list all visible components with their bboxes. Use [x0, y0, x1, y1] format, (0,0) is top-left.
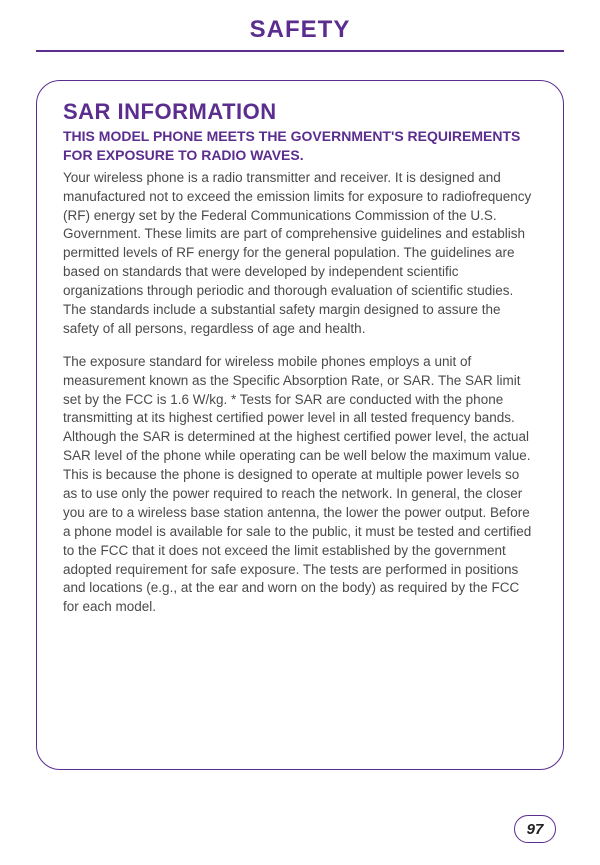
content-card: SAR INFORMATION THIS MODEL PHONE MEETS T… — [36, 80, 564, 770]
page-number: 97 — [527, 821, 544, 838]
card-subheading: THIS MODEL PHONE MEETS THE GOVERNMENT'S … — [63, 127, 537, 165]
card-heading: SAR INFORMATION — [63, 99, 537, 125]
page-number-badge: 97 — [514, 815, 556, 843]
body-paragraph-2: The exposure standard for wireless mobil… — [63, 353, 537, 617]
title-divider — [36, 50, 564, 52]
page-title: SAFETY — [0, 16, 600, 44]
body-paragraph-1: Your wireless phone is a radio transmitt… — [63, 169, 537, 339]
